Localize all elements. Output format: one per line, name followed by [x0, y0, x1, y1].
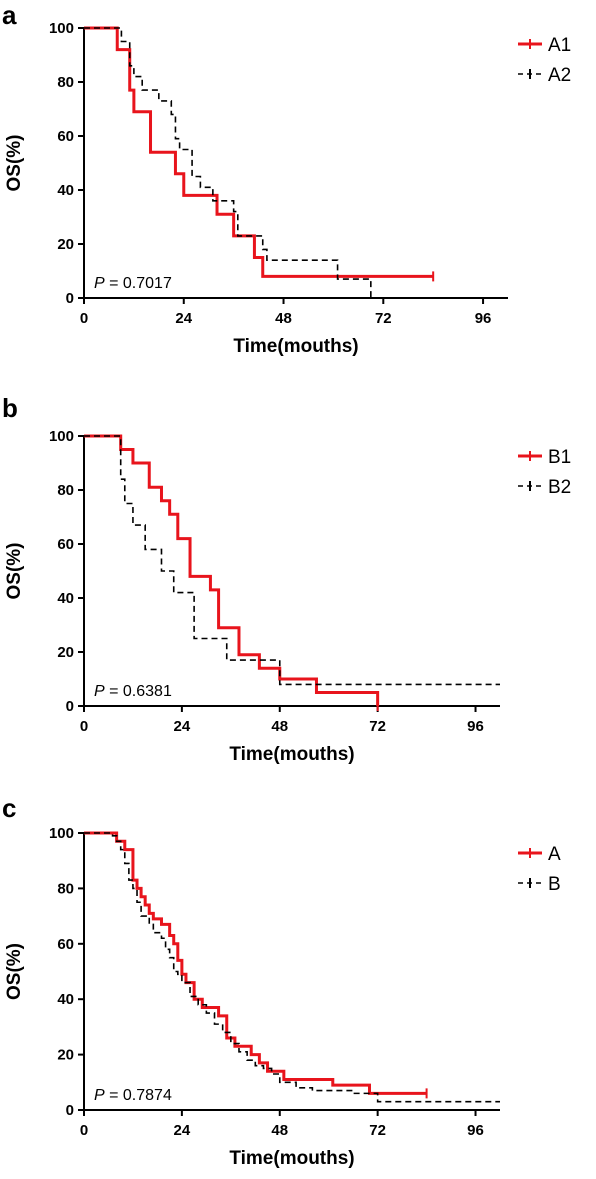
axes	[83, 833, 500, 1111]
x-tick-label: 96	[475, 310, 492, 327]
x-tick-label: 96	[467, 718, 484, 735]
legend-label-A1: A1	[548, 35, 571, 56]
x-tick-label: 0	[80, 1122, 88, 1139]
x-axis-title: Time(mouths)	[229, 744, 354, 765]
y-tick-label: 0	[66, 698, 74, 715]
y-tick-label: 100	[49, 20, 74, 37]
y-tick-label: 20	[57, 1047, 74, 1064]
p-symbol: P	[94, 683, 105, 700]
y-tick-label: 80	[57, 482, 74, 499]
y-tick-label: 60	[57, 936, 74, 953]
p-value: = 0.7017	[105, 275, 172, 292]
series-line-A2	[84, 27, 372, 298]
series-line-B	[84, 832, 500, 1103]
x-axis-title: Time(mouths)	[233, 336, 358, 357]
p-value-annotation: P = 0.7874	[94, 1087, 172, 1104]
x-tick-label: 96	[467, 1122, 484, 1139]
y-tick-label: 100	[49, 428, 74, 445]
chart-panel-a: a 0 20 40 60 80 100 0 24 48 72 96 Time(mouths) OS(%) A…	[2, 0, 571, 357]
y-tick-label: 80	[57, 74, 74, 91]
x-tick-label: 24	[175, 310, 192, 327]
y-axis-title: OS(%)	[4, 543, 25, 600]
legend-label-B: B	[548, 874, 561, 895]
legend-label-A: A	[548, 844, 561, 865]
axes	[83, 28, 508, 299]
p-value: = 0.7874	[105, 1087, 172, 1104]
x-tick-label: 72	[375, 310, 392, 327]
p-symbol: P	[94, 1087, 105, 1104]
x-tick-label: 24	[174, 1122, 191, 1139]
y-tick-label: 40	[57, 182, 74, 199]
x-tick-label: 48	[271, 718, 288, 735]
chart-panel-c: c 0 20 40 60 80 100 0 24 48 72 96 Time(mouths) OS(%) A…	[2, 793, 561, 1169]
legend-label-B2: B2	[548, 477, 571, 498]
x-tick-label: 48	[271, 1122, 288, 1139]
y-tick-label: 0	[66, 1102, 74, 1119]
x-tick-label: 0	[80, 310, 88, 327]
y-axis-title: OS(%)	[4, 135, 25, 192]
y-tick-label: 60	[57, 128, 74, 145]
x-tick-label: 72	[369, 718, 386, 735]
series-line-A	[84, 831, 427, 1095]
chart-panel-b: b 0 20 40 60 80 100 0 24 48 72 96 Time(mouths) OS(%) B…	[2, 393, 571, 765]
x-axis-title: Time(mouths)	[229, 1148, 354, 1169]
x-tick-label: 48	[275, 310, 292, 327]
y-tick-label: 20	[57, 236, 74, 253]
panel-label: c	[2, 793, 16, 823]
y-tick-label: 80	[57, 880, 74, 897]
y-tick-label: 40	[57, 590, 74, 607]
axes	[83, 436, 500, 707]
series-line-A1	[84, 26, 434, 278]
y-tick-label: 100	[49, 825, 74, 842]
p-symbol: P	[94, 275, 105, 292]
legend-label-B1: B1	[548, 447, 571, 468]
series-line-B2	[84, 435, 500, 686]
y-axis-title: OS(%)	[4, 943, 25, 1000]
panel-label: a	[2, 0, 17, 30]
y-tick-label: 20	[57, 644, 74, 661]
y-tick-label: 40	[57, 991, 74, 1008]
p-value-annotation: P = 0.6381	[94, 683, 172, 700]
p-value: = 0.6381	[105, 683, 172, 700]
x-tick-label: 0	[80, 718, 88, 735]
series-line-B1	[84, 434, 380, 706]
p-value-annotation: P = 0.7017	[94, 275, 172, 292]
y-tick-label: 60	[57, 536, 74, 553]
y-tick-label: 0	[66, 290, 74, 307]
x-tick-label: 72	[369, 1122, 386, 1139]
legend-label-A2: A2	[548, 65, 571, 86]
x-tick-label: 24	[174, 718, 191, 735]
panel-label: b	[2, 393, 18, 423]
